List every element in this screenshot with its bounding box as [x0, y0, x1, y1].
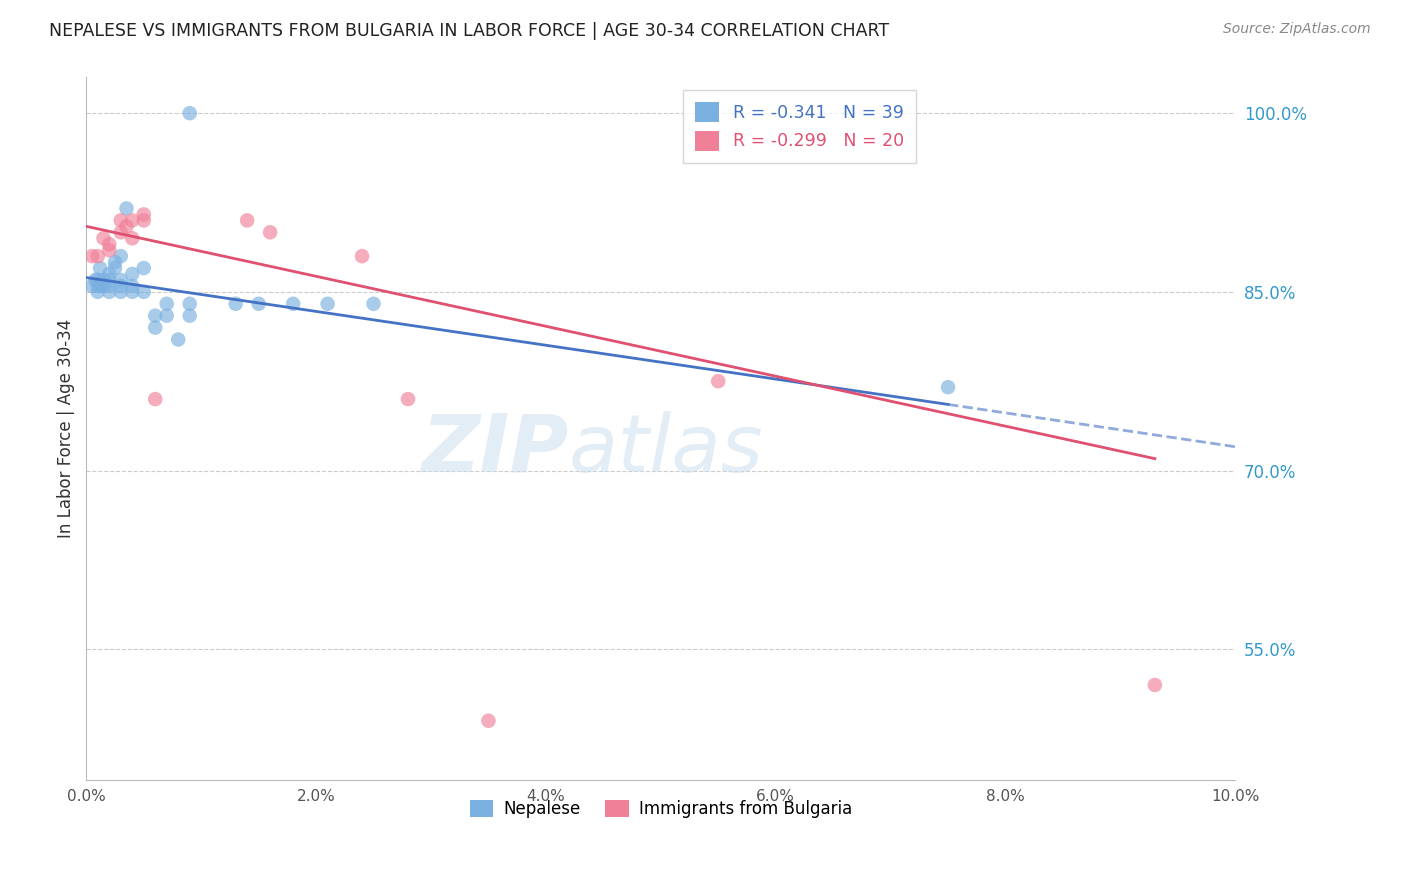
Point — [115, 202, 138, 216]
Point — [167, 333, 190, 347]
Point — [89, 279, 111, 293]
Point — [121, 285, 143, 299]
Point — [936, 380, 959, 394]
Point — [281, 297, 304, 311]
Point — [98, 243, 121, 257]
Point — [87, 285, 110, 299]
Point — [93, 279, 115, 293]
Point — [110, 279, 132, 293]
Point — [143, 392, 166, 406]
Point — [110, 273, 132, 287]
Point — [104, 255, 127, 269]
Point — [179, 309, 201, 323]
Point — [110, 213, 132, 227]
Point — [84, 273, 107, 287]
Point — [87, 249, 110, 263]
Point — [132, 261, 155, 276]
Point — [110, 285, 132, 299]
Text: atlas: atlas — [569, 411, 763, 489]
Point — [225, 297, 247, 311]
Point — [87, 273, 110, 287]
Point — [98, 279, 121, 293]
Point — [80, 249, 103, 263]
Point — [143, 309, 166, 323]
Point — [80, 279, 103, 293]
Point — [121, 267, 143, 281]
Point — [179, 106, 201, 120]
Point — [396, 392, 419, 406]
Point — [98, 273, 121, 287]
Point — [132, 207, 155, 221]
Point — [1143, 678, 1166, 692]
Point — [115, 219, 138, 234]
Point — [98, 267, 121, 281]
Point — [89, 261, 111, 276]
Point — [132, 285, 155, 299]
Point — [121, 231, 143, 245]
Point — [110, 225, 132, 239]
Point — [132, 213, 155, 227]
Point — [87, 279, 110, 293]
Point — [363, 297, 385, 311]
Point — [143, 320, 166, 334]
Y-axis label: In Labor Force | Age 30-34: In Labor Force | Age 30-34 — [58, 319, 75, 539]
Point — [98, 237, 121, 252]
Point — [93, 231, 115, 245]
Text: ZIP: ZIP — [422, 411, 569, 489]
Text: Source: ZipAtlas.com: Source: ZipAtlas.com — [1223, 22, 1371, 37]
Legend: Nepalese, Immigrants from Bulgaria: Nepalese, Immigrants from Bulgaria — [463, 793, 859, 825]
Point — [352, 249, 374, 263]
Point — [179, 297, 201, 311]
Point — [316, 297, 339, 311]
Point — [707, 374, 730, 388]
Point — [156, 297, 179, 311]
Point — [477, 714, 499, 728]
Point — [104, 261, 127, 276]
Point — [259, 225, 281, 239]
Point — [121, 279, 143, 293]
Text: NEPALESE VS IMMIGRANTS FROM BULGARIA IN LABOR FORCE | AGE 30-34 CORRELATION CHAR: NEPALESE VS IMMIGRANTS FROM BULGARIA IN … — [49, 22, 890, 40]
Point — [93, 273, 115, 287]
Point — [247, 297, 270, 311]
Point — [236, 213, 259, 227]
Point — [121, 213, 143, 227]
Point — [110, 249, 132, 263]
Point — [98, 285, 121, 299]
Point — [156, 309, 179, 323]
